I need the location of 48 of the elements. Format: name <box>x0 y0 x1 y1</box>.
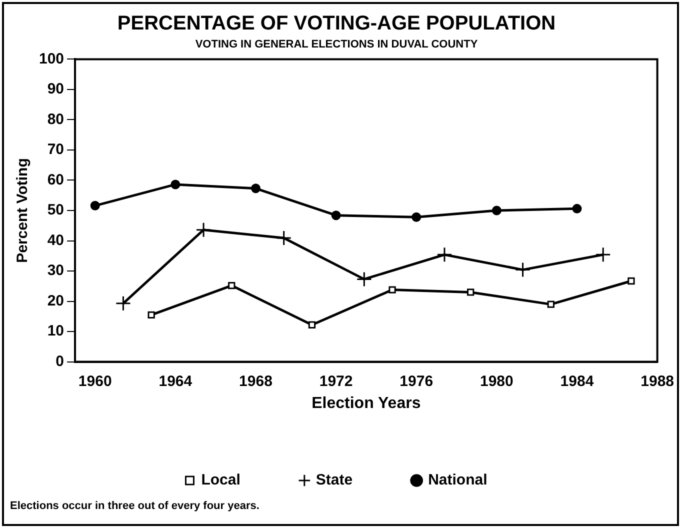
point <box>331 210 341 220</box>
point <box>356 271 372 287</box>
y-tick-label: 50 <box>47 202 64 219</box>
point <box>250 184 260 194</box>
point <box>572 204 582 214</box>
y-tick-label: 80 <box>47 110 64 128</box>
point <box>170 180 180 190</box>
y-tick-label: 60 <box>47 171 64 188</box>
x-tick-label: 1968 <box>239 372 272 390</box>
point <box>436 246 452 262</box>
y-tick-label: 70 <box>47 141 64 158</box>
point <box>308 321 316 328</box>
chart-title: PERCENTAGE OF VOTING-AGE POPULATION <box>117 12 556 35</box>
x-tick-label: 1972 <box>319 372 353 390</box>
point <box>547 300 554 308</box>
y-tick-label: 90 <box>47 80 64 98</box>
point <box>228 282 236 290</box>
legend-label: Local <box>201 472 240 489</box>
point <box>515 262 531 278</box>
y-axis-title: Percent Voting <box>14 158 32 263</box>
text: Elections occur in three out of every four years. <box>10 500 260 512</box>
point <box>148 311 155 318</box>
y-tick-label: 100 <box>38 50 64 68</box>
point <box>276 230 292 246</box>
x-tick-label: 1980 <box>480 372 514 390</box>
x-axis-title: Election Years <box>312 394 421 412</box>
x-tick-label: 1964 <box>158 372 193 390</box>
y-tick-label: 20 <box>47 292 64 310</box>
point <box>90 200 100 210</box>
point <box>492 206 502 216</box>
point <box>595 246 611 262</box>
y-tick-label: 30 <box>47 262 64 280</box>
point <box>115 296 131 312</box>
point <box>388 286 396 294</box>
point <box>196 222 212 238</box>
x-tick-label: 1988 <box>640 372 674 390</box>
y-tick-label: 10 <box>47 322 64 340</box>
point <box>628 277 635 285</box>
y-tick-label: 40 <box>47 232 64 249</box>
x-tick-label: 1984 <box>560 372 594 390</box>
point <box>412 212 422 222</box>
x-tick-label: 1960 <box>78 372 112 390</box>
x-tick-label: 1976 <box>400 372 434 390</box>
y-tick-label: 0 <box>56 352 64 370</box>
legend-label: National <box>428 472 488 489</box>
legend-label: State <box>316 472 353 489</box>
point <box>467 288 474 296</box>
chart-subtitle: VOTING IN GENERAL ELECTIONS IN DUVAL COUNTY <box>195 38 478 51</box>
